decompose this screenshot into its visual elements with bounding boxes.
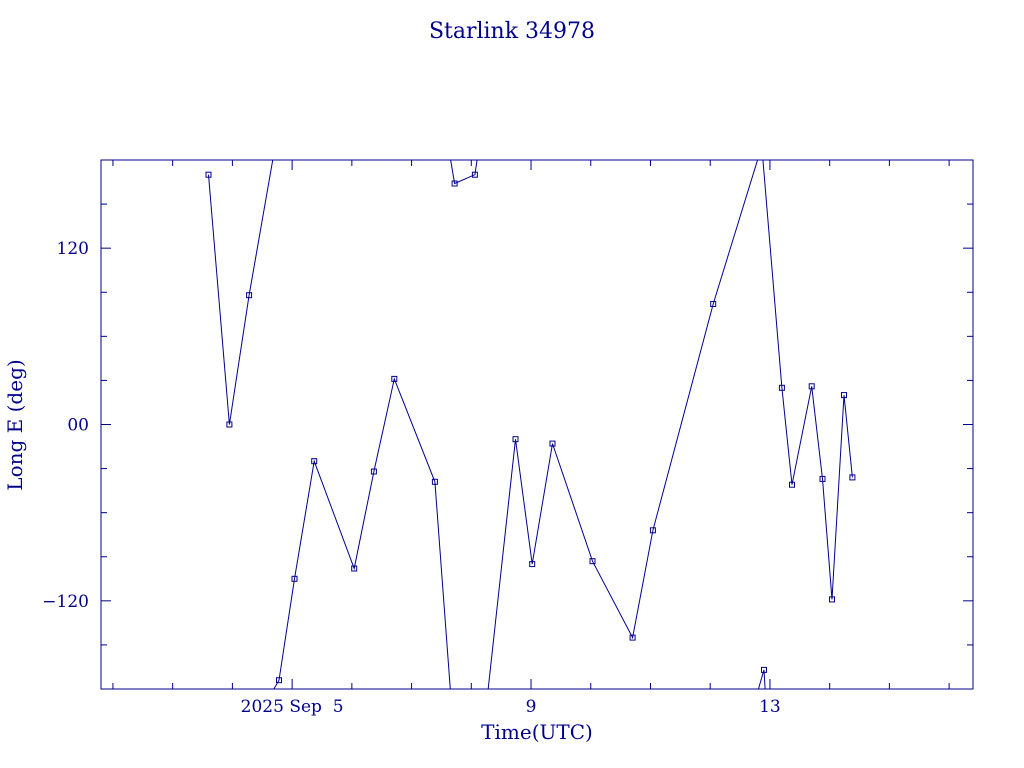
data-point: [829, 596, 835, 603]
data-point: [808, 383, 815, 390]
data-point: [629, 634, 636, 641]
x-tick-label: 9: [526, 697, 537, 717]
data-point: [841, 392, 847, 399]
series-segment: [273, 375, 451, 689]
data-point: [205, 171, 212, 178]
data-point: [291, 575, 298, 582]
data-series: [205, 160, 856, 689]
series-segment: [487, 160, 759, 689]
x-tick-label: 13: [759, 697, 781, 717]
series-line: [757, 669, 766, 689]
series-line: [450, 160, 478, 185]
data-point: [549, 440, 556, 447]
data-point: [471, 171, 478, 178]
data-point: [529, 561, 536, 568]
data-point: [370, 468, 377, 475]
data-point: [849, 474, 856, 481]
data-point: [276, 677, 282, 684]
data-point: [778, 384, 785, 391]
data-point: [512, 436, 519, 443]
data-point: [789, 481, 795, 488]
data-point: [710, 301, 717, 307]
series-line: [208, 160, 274, 425]
data-point: [819, 475, 826, 482]
data-point: [649, 527, 656, 534]
y-axis-label: Long E (deg): [3, 359, 27, 490]
series-line: [273, 377, 451, 689]
chart-title: Starlink 34978: [429, 19, 595, 44]
y-tick-label: 00: [67, 416, 89, 436]
tick-labels: 2025 Sep 5 9 13 120 00 −120: [42, 239, 780, 717]
series-segment: [205, 160, 274, 428]
x-tick-label: 2025 Sep 5: [241, 697, 344, 717]
data-point: [226, 421, 233, 428]
y-tick-label: −120: [42, 592, 89, 612]
series-line: [487, 160, 759, 689]
data-point: [589, 558, 596, 565]
data-point: [761, 666, 767, 673]
series-segment: [450, 160, 478, 187]
series-segment: [762, 160, 856, 603]
series-segment: [757, 666, 767, 689]
data-point: [351, 565, 358, 572]
data-point: [246, 292, 253, 299]
data-point: [391, 375, 398, 382]
series-line: [762, 160, 853, 600]
x-axis-label: Time(UTC): [481, 720, 593, 744]
y-tick-label: 120: [57, 239, 89, 259]
data-point: [431, 478, 438, 485]
axis-ticks: [101, 160, 973, 689]
data-point: [311, 458, 318, 465]
data-point: [451, 180, 458, 187]
